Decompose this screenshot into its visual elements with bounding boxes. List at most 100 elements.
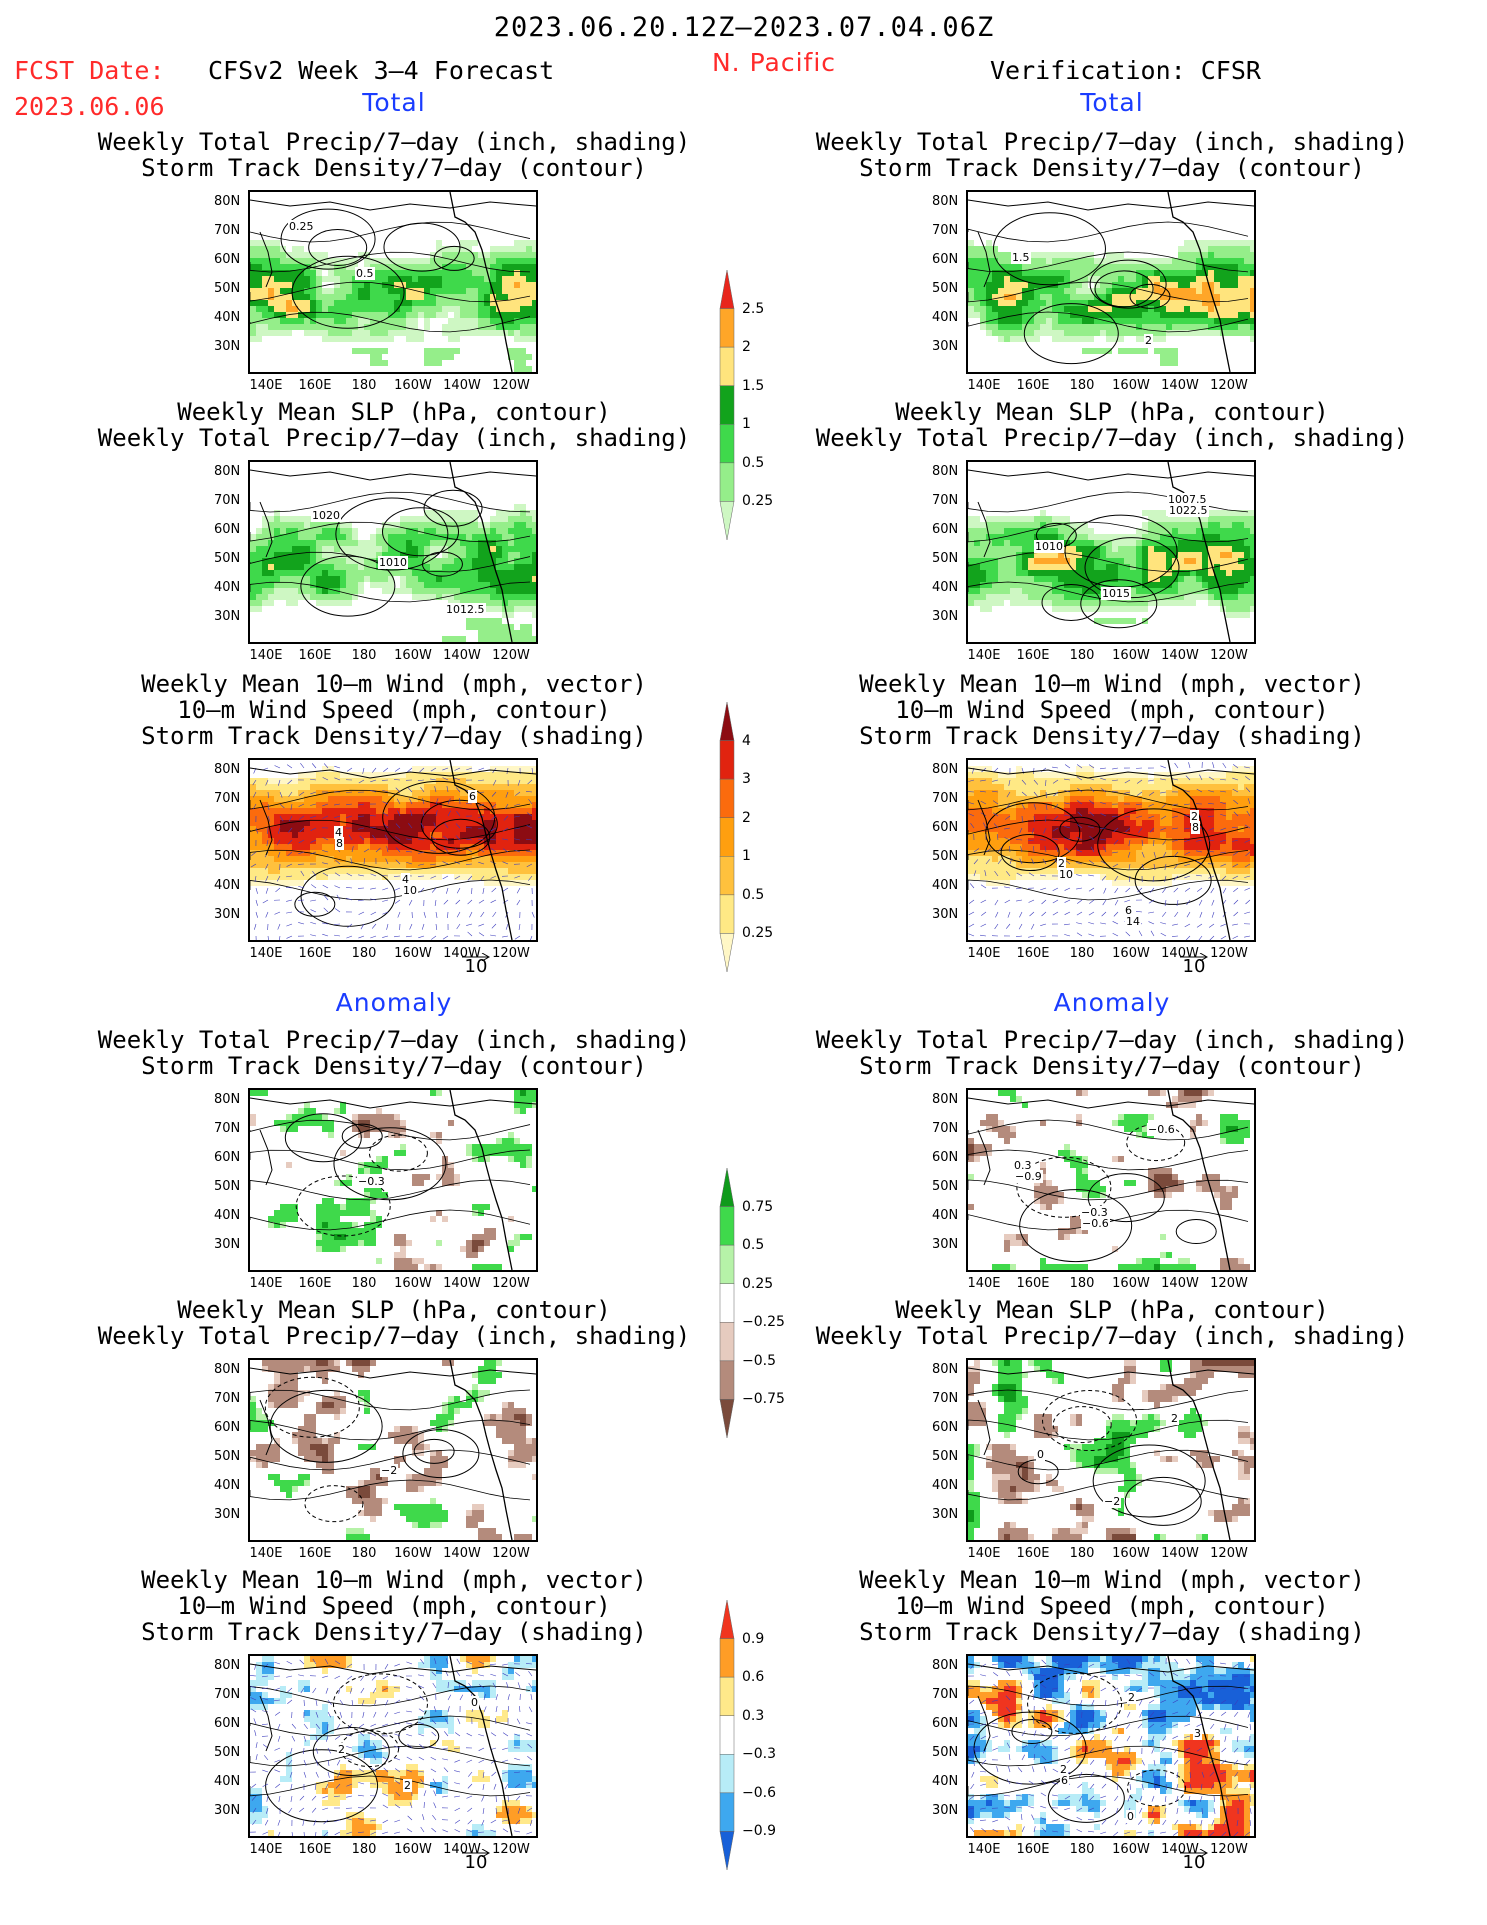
lat-tick-label: 50N	[214, 1449, 241, 1464]
lon-tick-label: 160E	[298, 648, 332, 663]
lon-tick-label: 120W	[492, 946, 530, 961]
lat-tick-label: 80N	[932, 1362, 959, 1377]
map-svg-ver_anom_wind_storm	[968, 1656, 1254, 1836]
map-svg-ver_anom_slp_precip	[968, 1360, 1254, 1540]
lon-tick-label: 140E	[967, 946, 1001, 961]
lat-tick-label: 30N	[214, 1237, 241, 1252]
colorbar-precip_total	[719, 269, 735, 541]
colorbar-storm_total	[719, 701, 735, 973]
lon-tick-label: 140E	[967, 378, 1001, 393]
lat-tick-label: 50N	[932, 1179, 959, 1194]
lon-tick-label: 160E	[298, 378, 332, 393]
lon-tick-label: 140E	[249, 1546, 283, 1561]
colorbar-label: 0.5	[742, 1237, 765, 1254]
vector-reference-label: 10	[464, 1852, 488, 1873]
panel-title-line: Weekly Mean SLP (hPa, contour)	[895, 398, 1329, 426]
lat-tick-label: 80N	[932, 1092, 959, 1107]
fcst-date-label: FCST Date:	[14, 56, 165, 85]
lat-tick-label: 70N	[932, 1391, 959, 1406]
contour-label: −0.6	[1147, 1123, 1176, 1136]
lon-tick-label: 140E	[249, 378, 283, 393]
lat-tick-label: 70N	[214, 791, 241, 806]
map-panel-ver_total_precip_storm	[966, 190, 1256, 374]
lat-tick-label: 70N	[214, 1121, 241, 1136]
lat-tick-label: 40N	[214, 1478, 241, 1493]
lon-tick-label: 140E	[249, 1276, 283, 1291]
colorbar-label: 0.25	[742, 925, 774, 942]
lon-tick-label: 140W	[1161, 648, 1199, 663]
contour-label: 4	[401, 873, 410, 886]
contour-label: 0	[470, 1696, 479, 1709]
colorbar-label: 2	[742, 809, 751, 826]
lon-tick-label: 180	[351, 378, 377, 393]
lat-tick-label: 30N	[214, 339, 241, 354]
contour-label: 8	[1191, 821, 1200, 834]
vector-reference-label: 10	[1182, 1852, 1206, 1873]
contour-label: 1007.5	[1167, 493, 1208, 506]
contour-label: −2	[380, 1464, 399, 1477]
panel-title-line: Storm Track Density/7–day (shading)	[141, 1618, 647, 1646]
lon-tick-label: 160E	[298, 1276, 332, 1291]
lat-tick-label: 30N	[932, 907, 959, 922]
lat-tick-label: 80N	[932, 1658, 959, 1673]
vector-reference-arrow	[1180, 946, 1209, 962]
colorbar-label: −0.6	[742, 1784, 776, 1801]
lat-tick-label: 80N	[214, 762, 241, 777]
lat-tick-label: 40N	[214, 1208, 241, 1223]
lon-tick-label: 160W	[394, 1276, 432, 1291]
lon-tick-label: 180	[1069, 946, 1095, 961]
panel-title-line: Weekly Total Precip/7–day (inch, shading…	[97, 128, 691, 156]
lon-tick-label: 120W	[492, 648, 530, 663]
lon-tick-label: 120W	[1210, 1276, 1248, 1291]
contour-label: 10	[402, 884, 418, 897]
colorbar-label: 0.75	[742, 1198, 774, 1215]
lat-tick-label: 70N	[214, 493, 241, 508]
region-title: N. Pacific	[711, 48, 837, 77]
panel-title-line: Storm Track Density/7–day (contour)	[859, 1052, 1365, 1080]
lon-tick-label: 160E	[1016, 1546, 1050, 1561]
lat-tick-label: 50N	[932, 849, 959, 864]
lat-tick-label: 60N	[214, 1420, 241, 1435]
lon-tick-label: 120W	[1210, 946, 1248, 961]
lon-tick-label: 140E	[967, 648, 1001, 663]
vector-reference-arrow	[462, 946, 491, 962]
lon-tick-label: 140W	[443, 378, 481, 393]
lon-tick-label: 160E	[1016, 378, 1050, 393]
colorbar-label: 0.6	[742, 1669, 765, 1686]
panel-title-line: Storm Track Density/7–day (contour)	[141, 1052, 647, 1080]
contour-label: 2	[1059, 1763, 1068, 1776]
panel-title-line: Weekly Mean SLP (hPa, contour)	[895, 1296, 1329, 1324]
contour-label: −0.9	[1014, 1170, 1043, 1183]
lon-tick-label: 140E	[249, 648, 283, 663]
lat-tick-label: 30N	[932, 1507, 959, 1522]
contour-label: 0.5	[355, 267, 375, 280]
map-svg-fcst_total_precip_storm	[250, 192, 536, 372]
lat-tick-label: 40N	[932, 310, 959, 325]
lon-tick-label: 160W	[1112, 1842, 1150, 1857]
colorbar-label: 4	[742, 732, 751, 749]
panel-title-line: Storm Track Density/7–day (shading)	[859, 1618, 1365, 1646]
anomaly-label-left: Anomaly	[335, 988, 453, 1017]
lon-tick-label: 180	[1069, 648, 1095, 663]
lat-tick-label: 80N	[214, 1658, 241, 1673]
lon-tick-label: 160E	[1016, 1276, 1050, 1291]
lon-tick-label: 160W	[1112, 1546, 1150, 1561]
lat-tick-label: 40N	[214, 878, 241, 893]
panel-title-line: Weekly Total Precip/7–day (inch, shading…	[97, 424, 691, 452]
lon-tick-label: 140W	[443, 1276, 481, 1291]
vector-reference-label: 10	[1182, 956, 1206, 977]
verification-title: Verification: CFSR	[990, 56, 1261, 85]
lon-tick-label: 140E	[967, 1842, 1001, 1857]
map-panel-ver_total_slp_precip	[966, 460, 1256, 644]
contour-label: 1.5	[1011, 251, 1031, 264]
lon-tick-label: 120W	[492, 1276, 530, 1291]
lat-tick-label: 80N	[932, 762, 959, 777]
contour-label: 1010	[1034, 540, 1064, 553]
lat-tick-label: 70N	[932, 1121, 959, 1136]
contour-label: 0.3	[1013, 1159, 1033, 1172]
lat-tick-label: 80N	[932, 194, 959, 209]
panel-title-line: Weekly Total Precip/7–day (inch, shading…	[815, 1026, 1409, 1054]
lat-tick-label: 30N	[214, 1803, 241, 1818]
lon-tick-label: 120W	[1210, 378, 1248, 393]
lat-tick-label: 60N	[932, 252, 959, 267]
